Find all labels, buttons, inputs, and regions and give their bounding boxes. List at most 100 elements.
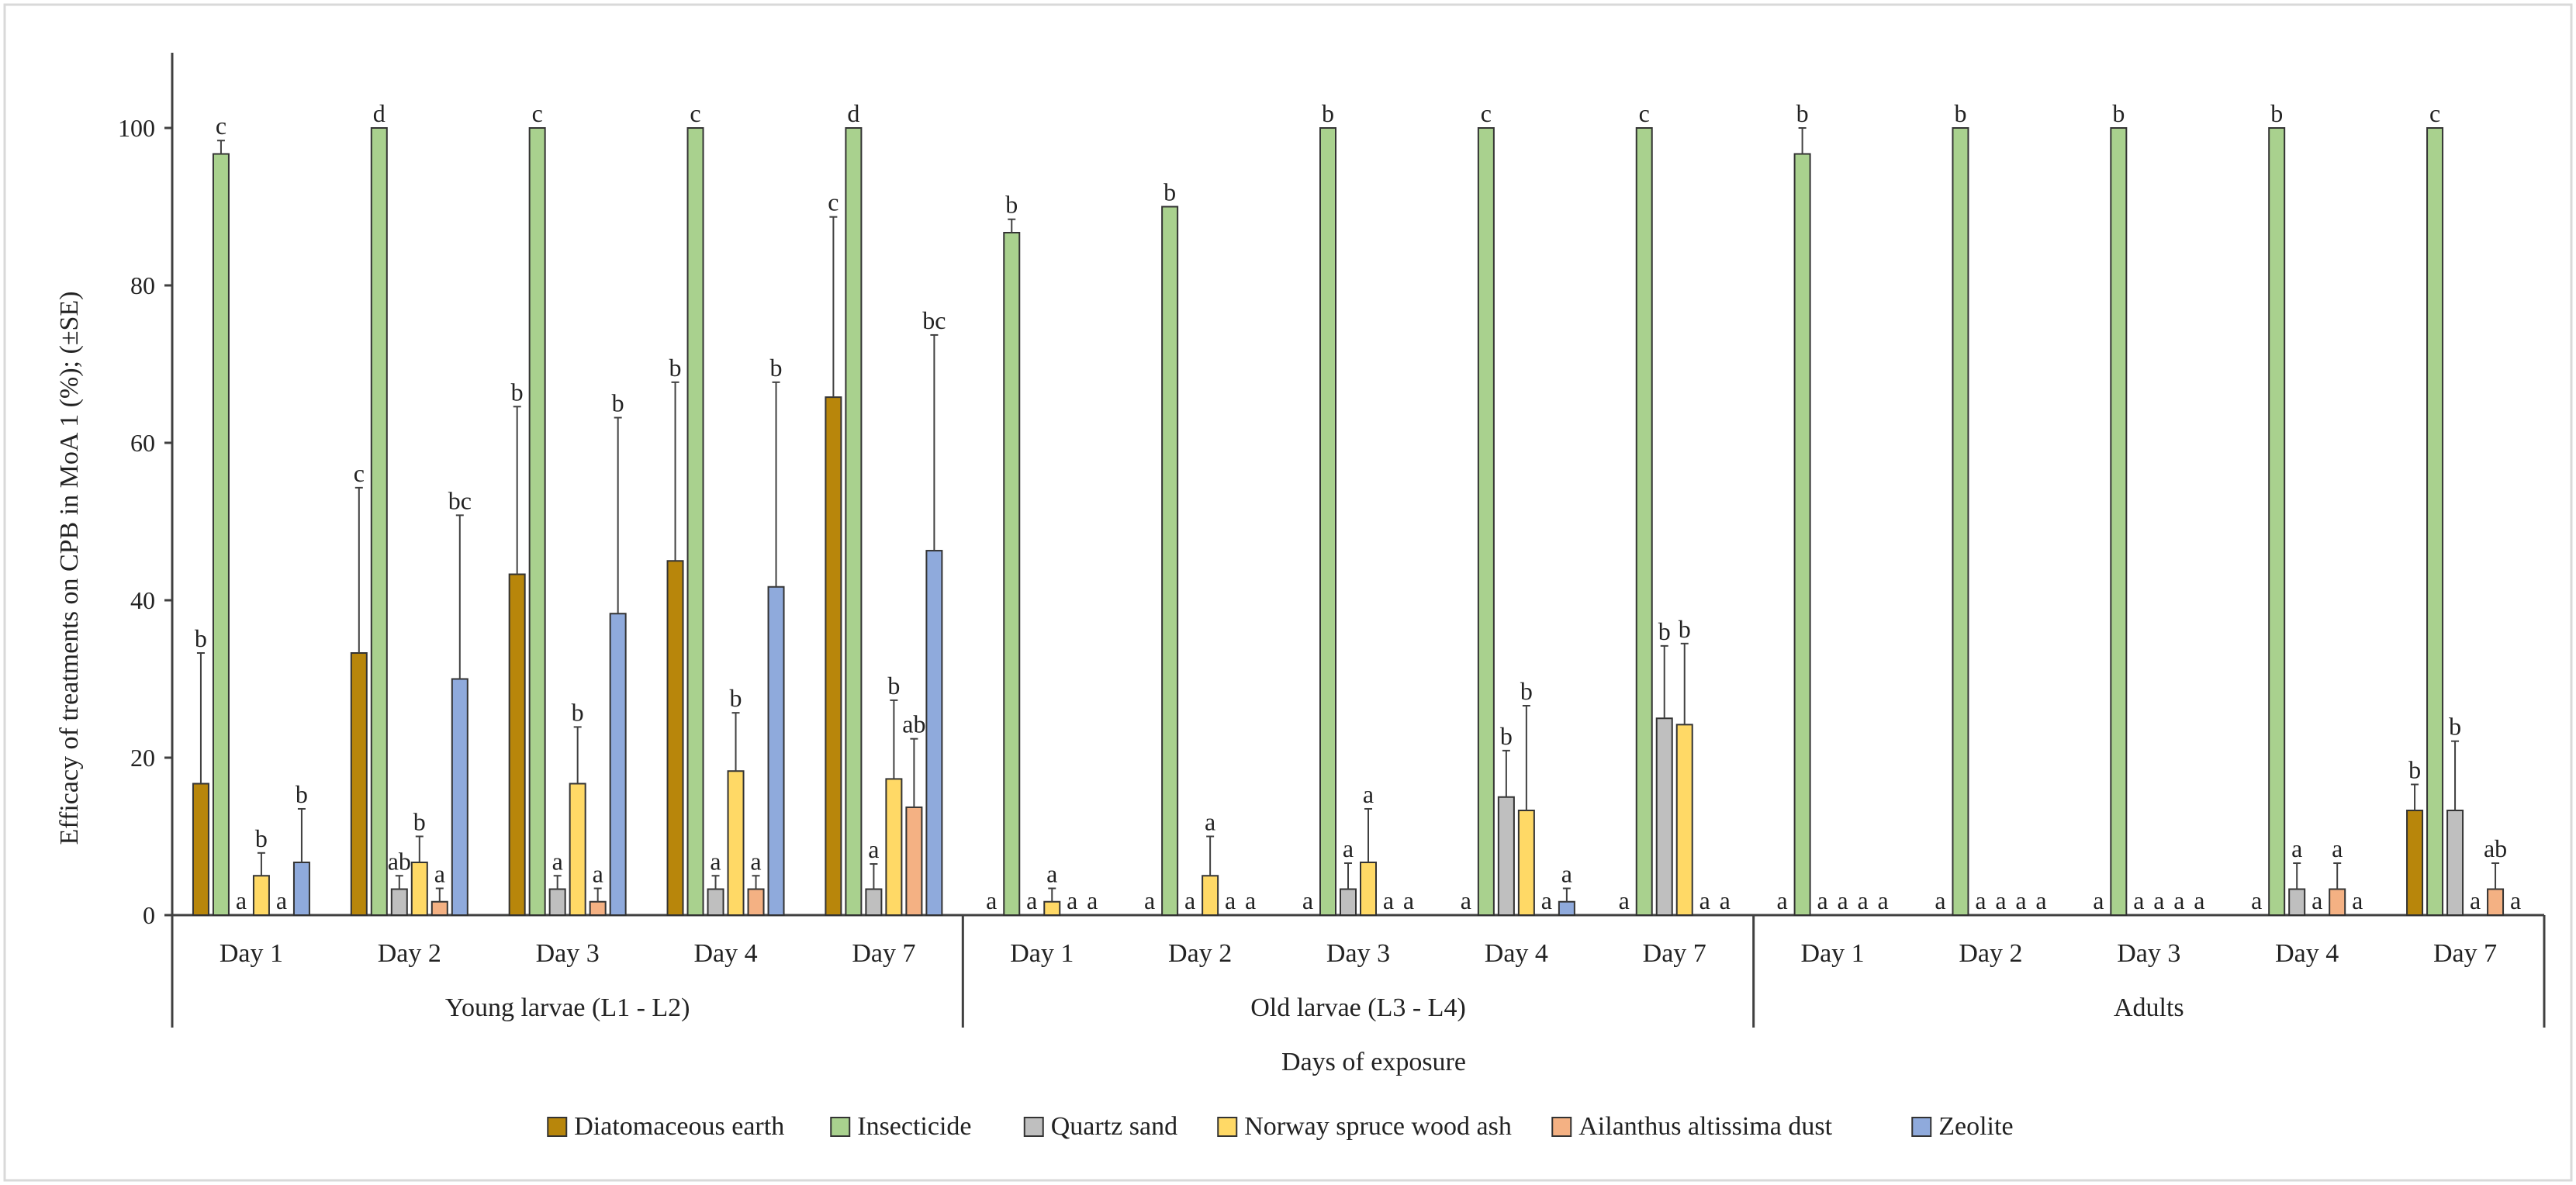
significance-letter: a — [1619, 886, 1630, 914]
significance-letter: a — [1935, 886, 1945, 914]
legend-swatch — [547, 1117, 568, 1137]
significance-letter: a — [2093, 886, 2104, 914]
significance-letter: a — [2133, 886, 2144, 914]
significance-letter: a — [2332, 834, 2343, 862]
significance-letter: b — [669, 354, 682, 382]
bar — [2110, 127, 2128, 916]
x-category-label: Day 2 — [1168, 939, 1232, 968]
bar — [747, 888, 765, 917]
significance-letter: b — [1322, 99, 1334, 127]
significance-letter: a — [2311, 886, 2322, 914]
bar — [1675, 724, 1693, 916]
bar — [548, 888, 566, 917]
bar — [1043, 900, 1061, 916]
significance-letter: a — [1343, 834, 1354, 862]
bar — [727, 770, 745, 916]
x-category-label: Day 3 — [1326, 939, 1390, 968]
significance-letter: b — [511, 378, 524, 406]
x-category-label: Day 4 — [693, 939, 757, 968]
significance-letter: a — [1837, 886, 1848, 914]
significance-letter: a — [1026, 886, 1037, 914]
significance-letter: ab — [902, 710, 925, 738]
bar — [845, 127, 863, 916]
bar — [825, 396, 842, 916]
x-group-label: Adults — [2114, 993, 2184, 1022]
significance-letter: b — [612, 389, 624, 417]
y-tick-label: 80 — [130, 271, 155, 299]
bar — [1003, 231, 1021, 916]
significance-letter: a — [1541, 886, 1552, 914]
significance-letter: ab — [388, 847, 411, 875]
significance-letter: a — [1877, 886, 1888, 914]
legend-swatch — [1551, 1117, 1572, 1137]
significance-letter: c — [2429, 99, 2440, 127]
bar — [1161, 206, 1179, 916]
significance-letter: a — [1776, 886, 1787, 914]
y-tick-label: 100 — [118, 114, 155, 142]
bar — [1202, 875, 1219, 916]
bar — [905, 806, 923, 916]
significance-letter: a — [1184, 886, 1195, 914]
significance-letter: a — [552, 847, 563, 875]
x-group-label: Young larvae (L1 - L2) — [445, 993, 690, 1022]
significance-letter: a — [710, 847, 721, 875]
legend-label: Zeolite — [1938, 1112, 2013, 1141]
legend-swatch — [830, 1117, 851, 1137]
bar — [1360, 861, 1377, 916]
significance-letter: d — [847, 99, 859, 127]
y-tick-label: 0 — [143, 901, 155, 929]
bar — [2268, 127, 2286, 916]
x-category-label: Day 2 — [378, 939, 441, 968]
significance-letter: a — [1817, 886, 1827, 914]
bar — [569, 783, 586, 916]
bar — [609, 613, 627, 916]
bar — [192, 783, 209, 916]
legend-label: Quartz sand — [1051, 1112, 1177, 1141]
significance-letter: a — [1245, 886, 1256, 914]
x-category-label: Day 7 — [2433, 939, 2497, 968]
bar — [2426, 127, 2444, 916]
legend-swatch — [1911, 1117, 1932, 1137]
bar — [1635, 127, 1653, 916]
significance-letter: c — [1481, 99, 1492, 127]
significance-letter: a — [236, 886, 247, 914]
significance-letter: c — [354, 459, 365, 487]
significance-letter: b — [2408, 756, 2421, 784]
significance-letter: b — [2112, 99, 2125, 127]
significance-letter: a — [1225, 886, 1236, 914]
significance-letter: c — [532, 99, 543, 127]
bar — [1558, 900, 1575, 916]
bar — [589, 900, 607, 916]
bar — [350, 652, 368, 916]
significance-letter: a — [1720, 886, 1731, 914]
significance-letter: b — [1679, 615, 1691, 643]
legend-label: Norway spruce wood ash — [1244, 1112, 1512, 1141]
significance-letter: a — [1205, 808, 1215, 836]
bar — [1340, 888, 1357, 917]
bar — [1477, 127, 1495, 916]
significance-letter: c — [216, 112, 226, 140]
significance-letter: a — [1302, 886, 1313, 914]
significance-letter: a — [1461, 886, 1471, 914]
significance-letter: a — [2153, 886, 2164, 914]
bar — [528, 127, 546, 916]
significance-letter: a — [2510, 886, 2521, 914]
significance-letter: a — [868, 835, 879, 863]
significance-letter: b — [1164, 178, 1176, 206]
significance-letter: a — [1046, 859, 1057, 887]
significance-letter: a — [1403, 886, 1414, 914]
bar — [430, 900, 448, 916]
significance-letter: a — [2291, 834, 2302, 862]
bar — [390, 888, 408, 917]
significance-letter: a — [1975, 886, 1986, 914]
bar — [686, 127, 704, 916]
significance-letter: a — [750, 847, 761, 875]
significance-letter: b — [2449, 713, 2461, 741]
x-category-label: Day 7 — [852, 939, 915, 968]
x-category-label: Day 2 — [1959, 939, 2022, 968]
legend-label: Ailanthus altissima dust — [1578, 1112, 1832, 1141]
y-axis-title: Efficacy of treatments on CPB in MoA 1 (… — [55, 292, 84, 845]
legend-swatch — [1217, 1117, 1238, 1137]
significance-letter: a — [2470, 886, 2481, 914]
bar — [212, 153, 230, 916]
